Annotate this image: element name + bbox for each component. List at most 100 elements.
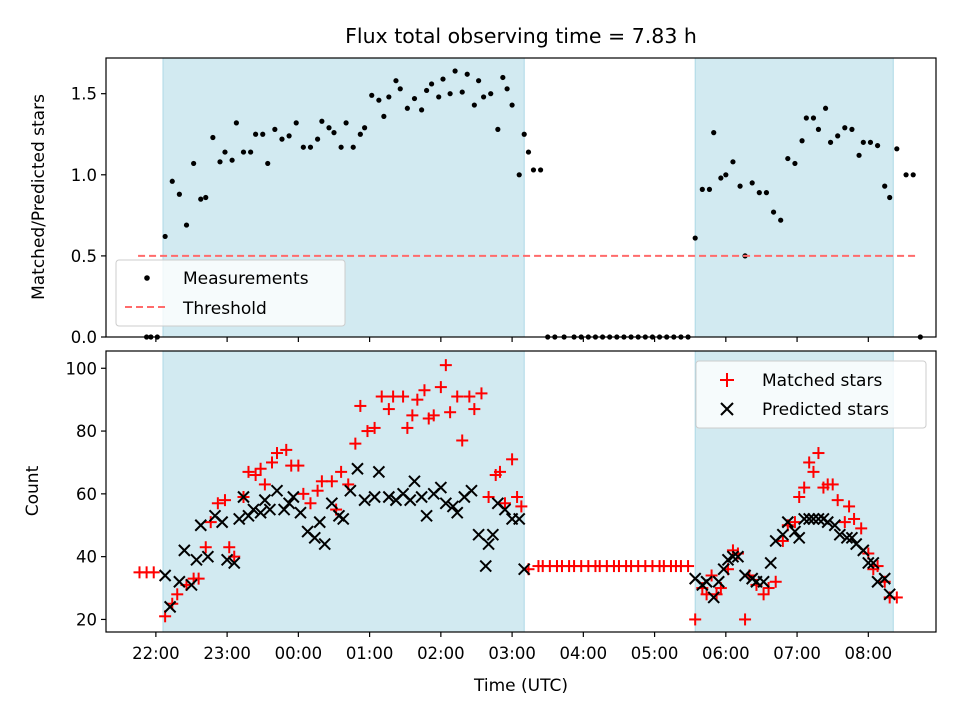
predicted-stars-point [270,484,284,497]
predicted-stars-point [498,503,512,516]
matched-stars-point [434,381,447,394]
bottom-panel-frame [105,350,937,633]
top-legend: Measurements Threshold [115,259,346,327]
predicted-stars-point [173,575,186,588]
measurement-point [504,86,510,92]
predicted-stars-point [254,506,267,519]
measurement-point [500,74,506,81]
matched-stars-point [482,490,495,503]
matched-stars-point [427,409,440,422]
measurement-point [169,178,175,184]
predicted-stars-point [793,531,806,545]
matched-stars-point [258,478,271,491]
matched-stars-point [354,399,367,412]
y-tick-label: 40 [76,548,97,567]
predicted-stars-point [757,575,770,588]
measurement-point [856,152,862,158]
measurement-point [903,172,909,178]
matched-stars-point [468,403,481,416]
x-tick-label: 00:00 [275,644,323,663]
predicted-stars-point [446,500,460,513]
legend-measurements-label: Measurements [183,269,309,289]
measurement-point [411,95,418,102]
measurement-point [516,172,522,178]
predicted-stars-point [862,556,875,570]
legend-matched-label: Matched stars [762,371,882,391]
matched-stars-point [218,494,231,507]
predicted-stars-point [185,578,198,592]
predicted-stars-point [486,528,500,541]
measurement-point [756,190,762,196]
measurement-point [480,94,487,100]
measurement-point [860,139,866,145]
x-tick-label: 22:00 [132,644,180,663]
matched-stars-point [242,465,255,478]
measurement-point [882,183,888,189]
y-tick-label: 80 [76,422,97,441]
measurement-point [253,131,259,137]
measurement-point [699,186,705,192]
predicted-stars-point [712,575,725,588]
predicted-stars-point [513,512,526,526]
predicted-stars-point [802,512,816,526]
matched-stars-point [475,387,488,400]
predicted-stars-point [867,556,880,570]
measurement-point [198,196,204,202]
predicted-stars-point [482,537,495,551]
predicted-stars-point [201,550,215,563]
measurement-point [763,190,770,196]
observing-window-2 [694,57,894,338]
measurement-point [476,78,482,84]
predicted-stars-point [158,569,172,582]
measurement-point [471,102,477,108]
y-tick-label: 1.0 [71,166,97,185]
predicted-stars-point [325,497,339,510]
measurement-point [240,149,247,155]
predicted-stars-point [840,531,854,545]
measurement-point [162,233,168,240]
predicted-stars-point [215,515,229,529]
matched-stars-point [757,588,770,601]
y-tick-label: 20 [76,610,97,629]
top-panel-frame [105,57,937,338]
predicted-stars-point [439,497,453,510]
predicted-stars-point [308,531,321,545]
predicted-stars-point [707,591,720,604]
measurement-point [203,194,209,201]
top-panel-data [138,68,923,340]
x-tick-label: 05:00 [631,644,679,663]
predicted-stars-point [247,503,260,516]
predicted-stars-point [382,490,396,504]
predicted-stars-point [821,515,834,529]
measurement-point [436,94,442,100]
measurement-point [248,149,254,155]
y-tick-label: 0.0 [71,328,97,347]
chart-title: Flux total observing time = 7.83 h [345,24,697,48]
predicted-stars-point [871,575,884,588]
measurement-point [376,97,382,103]
measurement-point [279,136,285,142]
x-axis-label: Time (UTC) [473,676,568,696]
measurement-point [265,160,271,167]
predicted-stars-point [358,493,371,507]
legend-predicted-marker [720,402,734,416]
measurement-point [286,133,292,139]
matched-stars-point [418,384,431,397]
measurement-point [191,160,197,167]
measurement-point [222,149,228,155]
measurement-point [711,130,717,136]
measurement-point [233,120,239,126]
matched-stars-point [855,522,868,535]
matched-stars-point [444,406,457,419]
predicted-stars-point [857,544,870,557]
observing-window-1 [162,350,525,633]
predicted-stars-point [313,515,326,529]
matched-stars-point [375,390,388,403]
matched-stars-point [211,497,224,510]
measurement-point [521,131,527,137]
predicted-stars-point [294,506,307,519]
bottom-panel-axes: 20 40 60 80 100 22:00 23:00 00:00 01:00 02:00 03:0… [66,359,893,663]
y-tick-label: 1.5 [71,85,97,104]
matched-stars-point [848,512,861,525]
measurement-point [803,115,809,121]
